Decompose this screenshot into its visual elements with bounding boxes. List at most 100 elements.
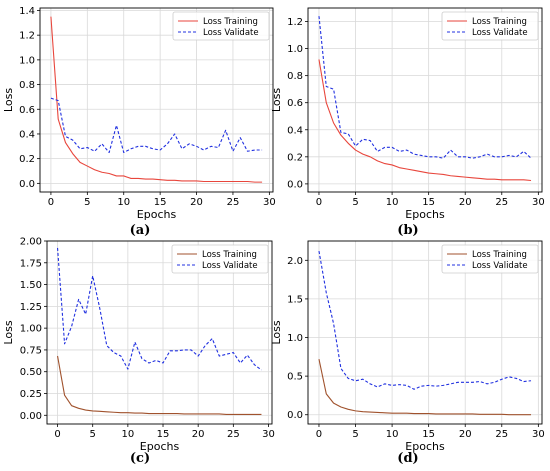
subplot-caption: (a) [130,223,151,238]
y-tick-label: 1.2 [19,31,35,42]
y-tick-label: 0.8 [287,71,303,82]
axes-frame [307,7,543,193]
y-tick-label: 0.8 [19,80,35,91]
x-tick-label: 15 [154,197,167,208]
y-axis-label: Loss [270,320,283,344]
x-tick-label: 0 [48,197,54,208]
y-tick-label: 1.00 [20,324,42,335]
x-tick-label: 20 [192,429,205,440]
x-tick-label: 20 [459,429,472,440]
x-tick-label: 5 [90,429,96,440]
legend-box [441,11,539,41]
y-tick-label: 0.0 [287,410,303,421]
y-tick-label: 0.0 [19,179,35,190]
series-line-0 [50,16,263,183]
x-tick-label: 0 [316,429,322,440]
subplot-caption: (d) [397,451,418,466]
y-tick-label: 0.2 [287,152,303,163]
x-tick-label: 5 [352,197,358,208]
series-line-0 [57,355,262,415]
axes-frame [39,7,274,193]
y-tick-label: 1.0 [287,44,303,55]
x-tick-label: 10 [386,429,399,440]
x-tick-label: 30 [263,197,276,208]
x-tick-label: 30 [532,429,545,440]
y-tick-label: 1.2 [287,17,303,28]
y-tick-label: 1.0 [19,55,35,66]
x-tick-label: 10 [386,197,399,208]
legend-label-1: Loss Validate [472,28,528,38]
subplot-caption: (c) [130,451,150,466]
y-tick-label: 0.0 [287,179,303,190]
subplot-3: 0 5 10 15 20 25 30 0.0 0.5 1.0 1.5 2.0 Epochs Loss Los… [270,240,545,466]
y-tick-label: 1.25 [20,302,42,313]
y-tick-label: 0.6 [19,105,35,116]
x-axis-label: Epochs [140,440,180,453]
x-tick-label: 25 [495,197,508,208]
legend-box [171,244,269,274]
x-tick-label: 20 [190,197,203,208]
subplot-2: 0 5 10 15 20 25 30 0.00 0.25 0.50 0.75 1.00 1.25 1.50… [2,237,275,467]
legend-label-0: Loss Training [472,17,527,27]
y-tick-label: 0.25 [20,389,42,400]
x-tick-label: 0 [316,197,322,208]
x-tick-label: 20 [459,197,472,208]
y-axis-label: Loss [2,320,15,344]
y-tick-label: 2.00 [20,237,42,248]
x-tick-label: 5 [352,429,358,440]
legend-label-0: Loss Training [203,17,258,27]
x-tick-label: 10 [121,429,134,440]
x-tick-label: 5 [84,197,90,208]
y-tick-label: 1.0 [287,333,303,344]
x-axis-label: Epochs [137,208,177,221]
y-tick-label: 0.2 [19,154,35,165]
y-tick-label: 2.0 [287,256,303,267]
axes-frame [46,240,273,425]
x-tick-label: 25 [227,197,240,208]
legend-box [172,11,270,41]
legend-label-0: Loss Training [202,250,257,260]
subplot-1: 0 5 10 15 20 25 30 0.0 0.2 0.4 0.6 0.8 1.0 1.2 Epochs L… [270,7,545,238]
y-tick-label: 0.4 [287,125,303,136]
x-tick-label: 25 [227,429,240,440]
x-tick-label: 0 [54,429,60,440]
x-tick-label: 15 [422,429,435,440]
y-tick-label: 1.75 [20,258,42,269]
x-axis-label: Epochs [405,208,445,221]
y-tick-label: 1.5 [287,294,303,305]
series-line-0 [318,359,532,416]
x-tick-label: 30 [532,197,545,208]
x-tick-label: 30 [262,429,275,440]
x-tick-label: 15 [157,429,170,440]
y-axis-label: Loss [2,88,15,112]
y-tick-label: 0.00 [20,411,42,422]
subplot-0: 0 5 10 15 20 25 30 0.0 0.2 0.4 0.6 0.8 1.0 1.2 1.4 Epoc… [2,6,276,238]
y-tick-label: 0.5 [287,372,303,383]
x-tick-label: 10 [117,197,130,208]
series-line-1 [50,97,263,154]
y-tick-label: 0.75 [20,345,42,356]
legend-label-0: Loss Training [472,250,527,260]
y-axis-label: Loss [270,88,283,112]
y-tick-label: 0.6 [287,98,303,109]
x-tick-label: 25 [495,429,508,440]
legend-label-1: Loss Validate [202,261,258,271]
series-line-0 [318,59,532,182]
legend-label-1: Loss Validate [472,261,528,271]
y-tick-label: 0.4 [19,129,35,140]
legend-label-1: Loss Validate [203,28,259,38]
series-line-1 [318,16,532,159]
y-tick-label: 1.50 [20,280,42,291]
axes-frame [307,240,543,425]
y-tick-label: 1.4 [19,6,35,17]
x-axis-label: Epochs [405,440,445,453]
series-line-1 [318,250,532,390]
y-tick-label: 0.50 [20,367,42,378]
x-tick-label: 15 [422,197,435,208]
series-line-1 [57,247,262,371]
